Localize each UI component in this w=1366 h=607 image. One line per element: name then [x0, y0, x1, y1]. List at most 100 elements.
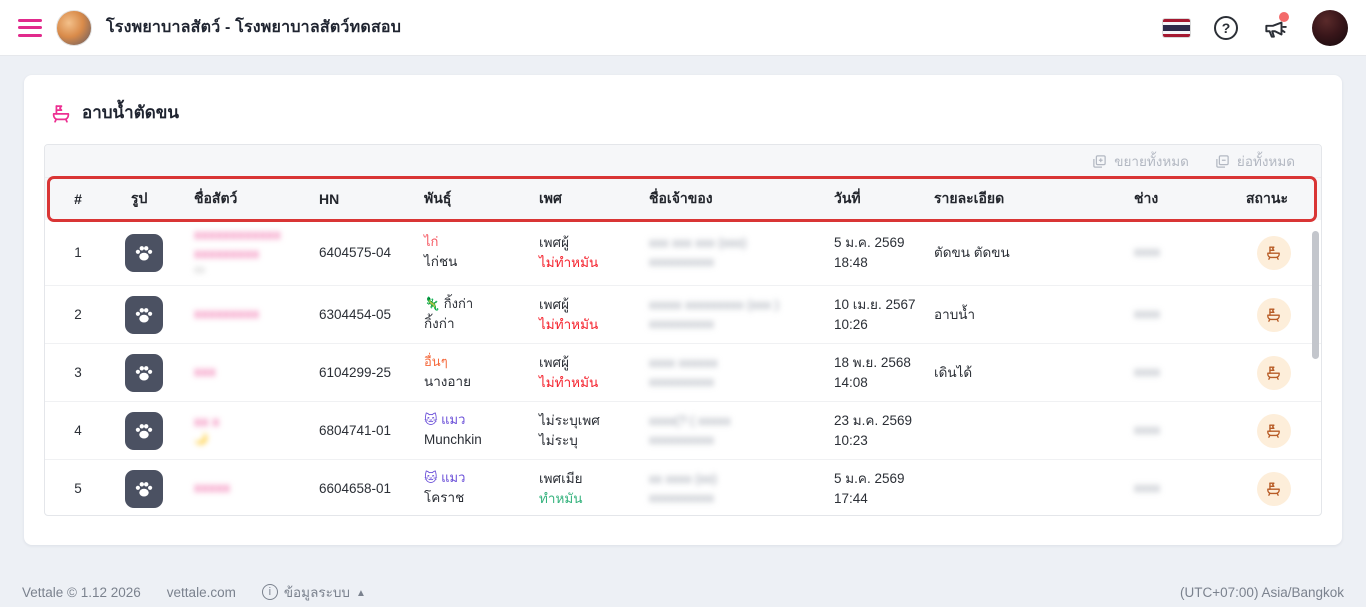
detail: ตัดขน ตัดขน — [934, 244, 1010, 260]
breed: 🐱 แมว Munchkin — [424, 412, 482, 448]
scrollbar-thumb[interactable] — [1312, 231, 1319, 359]
paw-icon — [135, 365, 153, 380]
col-header-detail: รายละเอียด — [934, 190, 1005, 206]
status-bathtub-icon — [1267, 308, 1280, 322]
pet-name[interactable]: xxxxx — [194, 480, 231, 496]
footer-copyright: Vettale © 1.12 2026 — [22, 584, 141, 600]
expand-all-button[interactable]: ขยายทั้งหมด — [1092, 150, 1189, 172]
breed: อื่นๆ นางอาย — [424, 354, 471, 390]
owner-name: xxxxx xxxxxxxxx (xxx ) xxxxxxxxxx — [649, 296, 779, 331]
table-scrollbar[interactable] — [1312, 223, 1319, 513]
sex: เพศผู้ ไม่ทำหมัน — [539, 234, 599, 270]
menu-icon[interactable] — [18, 18, 42, 37]
status-badge[interactable] — [1256, 297, 1291, 332]
main-card: อาบน้ำตัดขน ขยายทั้งหมด ย่อทั้งหมด # รูป… — [24, 75, 1342, 545]
appointment-date: 5 ม.ค. 2569 18:48 — [834, 234, 905, 270]
status-badge[interactable] — [1256, 413, 1291, 448]
page-title: อาบน้ำตัดขน — [82, 103, 180, 122]
sex: ไม่ระบุเพศ ไม่ระบุ — [539, 412, 600, 448]
hn-number: 6104299-25 — [319, 364, 392, 380]
status-badge[interactable] — [1256, 235, 1291, 270]
collapse-all-icon — [1216, 154, 1229, 168]
appointment-date: 18 พ.ย. 2568 14:08 — [834, 354, 911, 390]
detail — [926, 427, 1126, 435]
owner-name: xxxx xxxxxx xxxxxxxxxx — [649, 354, 718, 389]
status-badge[interactable] — [1256, 355, 1291, 390]
status-badge[interactable] — [1256, 471, 1291, 506]
paw-icon — [135, 423, 153, 438]
col-header-breed: พันธุ์ — [424, 190, 452, 206]
table-body: 1 xxxxxxxxxxxx xxxxxxxxx xx 6404575-04 ไก่… — [45, 220, 1321, 515]
bathtub-icon — [52, 104, 70, 123]
expand-all-label: ขยายทั้งหมด — [1114, 154, 1189, 169]
hn-number: 6404575-04 — [319, 244, 392, 260]
groomer-name: xxxx — [1134, 306, 1160, 322]
sex: เพศผู้ ไม่ทำหมัน — [539, 296, 599, 332]
groomer-name: xxxx — [1134, 422, 1160, 438]
sex: เพศผู้ ไม่ทำหมัน — [539, 354, 599, 390]
row-index: 1 — [74, 244, 82, 260]
table-row[interactable]: 1 xxxxxxxxxxxx xxxxxxxxx xx 6404575-04 ไก่… — [45, 220, 1321, 286]
hn-number: 6804741-01 — [319, 422, 392, 438]
footer-website-link[interactable]: vettale.com — [166, 584, 236, 600]
table-row[interactable]: 5 xxxxx 6604658-01 🐱 แมว โคราช เพศเมีย ทำห… — [45, 460, 1321, 515]
table-row[interactable]: 4 xx x 🌙 6804741-01 🐱 แมว Munchkin ไม่ระบุ… — [45, 402, 1321, 460]
col-header-groomer: ช่าง — [1134, 190, 1159, 206]
table-toolbar: ขยายทั้งหมด ย่อทั้งหมด — [45, 145, 1321, 178]
appointment-date: 5 ม.ค. 2569 17:44 — [834, 470, 905, 506]
language-flag-icon[interactable] — [1163, 18, 1190, 37]
status-bathtub-icon — [1267, 482, 1280, 496]
app-header: โรงพยาบาลสัตว์ - โรงพยาบาลสัตว์ทดสอบ ? — [0, 0, 1366, 56]
pet-photo-placeholder[interactable] — [125, 469, 163, 508]
col-header-hn: HN — [319, 191, 340, 207]
col-header-status: สถานะ — [1246, 190, 1288, 206]
status-bathtub-icon — [1267, 424, 1280, 438]
collapse-all-label: ย่อทั้งหมด — [1236, 154, 1295, 169]
hn-number: 6304454-05 — [319, 306, 392, 322]
pet-photo-placeholder[interactable] — [125, 233, 163, 272]
collapse-all-button[interactable]: ย่อทั้งหมด — [1215, 150, 1295, 172]
appointment-date: 10 เม.ย. 2567 10:26 — [834, 296, 916, 332]
owner-name: xx xxxx (xx) xxxxxxxxxx — [649, 470, 717, 505]
paw-icon — [135, 245, 153, 260]
table-row[interactable]: 3 xxx 6104299-25 อื่นๆ นางอาย เพศผู้ ไม่ทำ… — [45, 344, 1321, 402]
pet-name[interactable]: xx x 🌙 — [194, 414, 220, 445]
col-header-owner: ชื่อเจ้าของ — [649, 190, 713, 206]
hn-number: 6604658-01 — [319, 480, 392, 496]
system-info-label: ข้อมูลระบบ — [283, 585, 350, 600]
status-bathtub-icon — [1267, 246, 1280, 260]
groomer-name: xxxx — [1134, 244, 1160, 260]
detail: อาบน้ำ — [934, 306, 976, 322]
table-header-row: # รูป ชื่อสัตว์ HN พันธุ์ เพศ ชื่อเจ้าขอ… — [45, 176, 1321, 222]
user-avatar[interactable] — [1312, 9, 1348, 46]
pet-name[interactable]: xxxxxxxxxxxx xxxxxxxxx xx — [194, 226, 281, 277]
paw-icon — [135, 481, 153, 496]
pet-name[interactable]: xxx — [194, 364, 216, 380]
row-index: 2 — [74, 306, 82, 322]
row-index: 5 — [74, 480, 82, 496]
paw-icon — [135, 307, 153, 322]
info-icon: i — [261, 584, 278, 600]
clinic-avatar[interactable] — [56, 9, 92, 46]
appointment-date: 23 ม.ค. 2569 10:23 — [834, 412, 912, 448]
breed: 🐱 แมว โคราช — [424, 470, 466, 506]
chevron-up-icon: ▲ — [355, 587, 366, 599]
system-info-toggle[interactable]: i ข้อมูลระบบ ▲ — [261, 581, 366, 603]
col-header-photo: รูป — [131, 190, 148, 206]
detail: เดินได้ — [934, 364, 973, 380]
pet-photo-placeholder[interactable] — [125, 411, 163, 450]
detail — [926, 485, 1126, 493]
pet-photo-placeholder[interactable] — [125, 353, 163, 392]
announcements-icon[interactable] — [1262, 11, 1289, 41]
table-row[interactable]: 2 xxxxxxxxx 6304454-05 🦎 กิ้งก่า กิ้งก่า … — [45, 286, 1321, 344]
breed: ไก่ ไก่ชน — [424, 234, 458, 270]
pet-name[interactable]: xxxxxxxxx — [194, 306, 260, 322]
groomer-name: xxxx — [1134, 480, 1160, 496]
groomer-name: xxxx — [1134, 364, 1160, 380]
col-header-index: # — [74, 191, 82, 207]
help-icon[interactable]: ? — [1214, 15, 1238, 40]
owner-name: xxxx(? ( xxxxx xxxxxxxxxx — [649, 412, 731, 447]
sex: เพศเมีย ทำหมัน — [539, 470, 583, 506]
timezone-label: (UTC+07:00) Asia/Bangkok — [1180, 584, 1344, 600]
pet-photo-placeholder[interactable] — [125, 295, 163, 334]
